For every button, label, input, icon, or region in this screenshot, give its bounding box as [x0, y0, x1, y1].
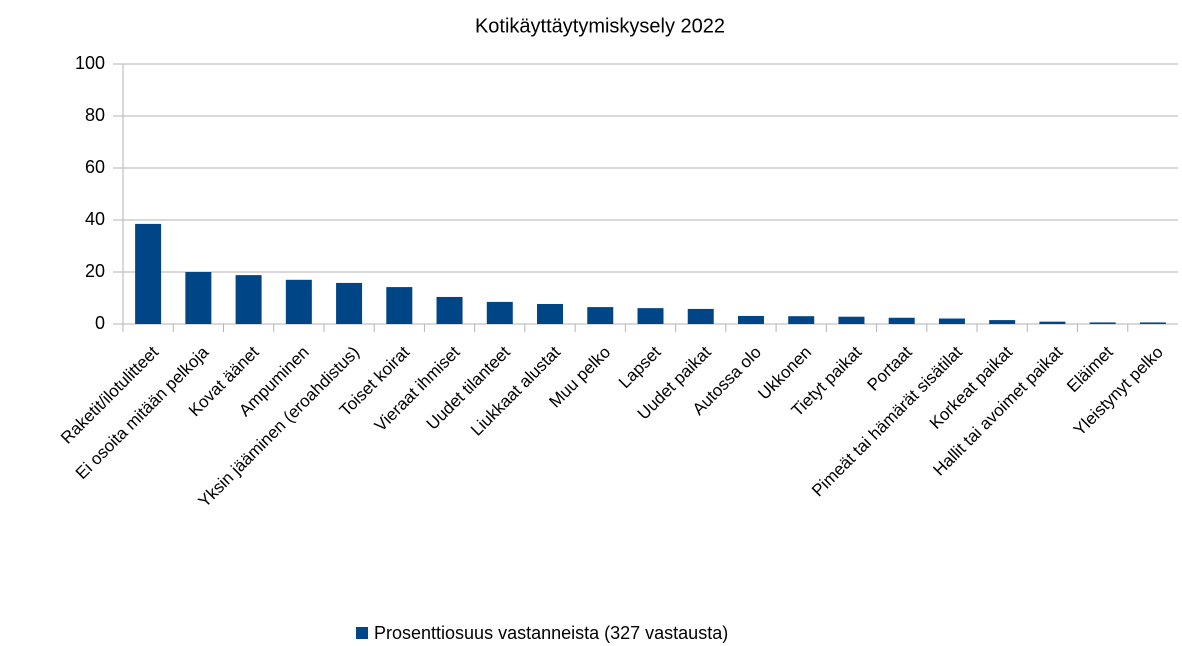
bar: [537, 303, 564, 324]
x-tick-label: Liukkaat alustat: [467, 342, 564, 439]
bar: [336, 282, 363, 324]
bar: [737, 315, 764, 324]
bar: [486, 301, 513, 324]
chart-title: Kotikäyttäytymiskysely 2022: [475, 15, 725, 37]
bar: [135, 223, 162, 324]
bar: [587, 307, 614, 324]
x-tick-label: Lapset: [615, 342, 665, 392]
bar: [386, 287, 413, 324]
y-tick-label: 0: [95, 313, 105, 333]
bar: [989, 320, 1016, 324]
bar: [1039, 321, 1066, 324]
bar: [185, 272, 212, 324]
bar: [1089, 322, 1116, 324]
bar: [436, 296, 463, 324]
bar: [888, 317, 915, 324]
bar: [838, 316, 865, 324]
x-tick-label: Yleistynyt pelko: [1070, 343, 1167, 440]
y-tick-label: 60: [85, 157, 105, 177]
legend-label: Prosenttiosuus vastanneista (327 vastaus…: [374, 623, 728, 643]
legend-swatch: [356, 627, 368, 639]
bar: [687, 308, 714, 324]
y-tick-label: 80: [85, 105, 105, 125]
bar: [285, 279, 312, 324]
y-tick-label: 100: [75, 53, 105, 73]
bar: [938, 318, 965, 324]
bar: [235, 275, 262, 324]
y-tick-label: 20: [85, 261, 105, 281]
bar: [788, 316, 815, 324]
y-tick-label: 40: [85, 209, 105, 229]
bar: [1139, 322, 1166, 324]
bar: [637, 308, 664, 324]
